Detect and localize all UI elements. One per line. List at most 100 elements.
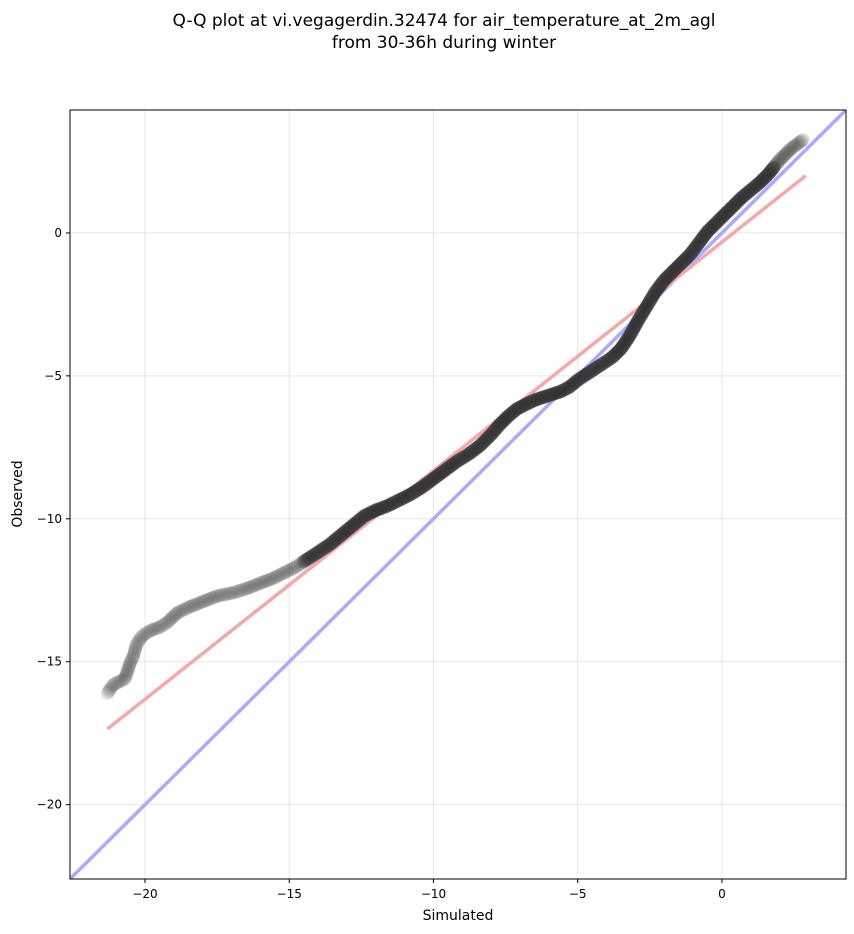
quantile-point [384, 496, 399, 511]
quantile-point [275, 566, 289, 581]
quantile-point [555, 383, 569, 398]
quantile-point [156, 617, 171, 632]
quantile-point [169, 606, 184, 620]
quantile-point [536, 390, 550, 405]
chart-title-line-2: from 30-36h during winter [332, 33, 556, 53]
quantile-point [368, 503, 383, 518]
quantile-point [222, 586, 237, 601]
quantile-point [102, 683, 117, 698]
quantile-point [624, 326, 639, 340]
quantile-point [583, 364, 598, 379]
quantile-point [576, 369, 591, 384]
quantile-point [195, 594, 210, 609]
quantile-point [742, 184, 757, 199]
quantile-point [142, 624, 157, 639]
quantile-point [753, 174, 768, 189]
quantile-point [712, 212, 727, 227]
quantile-point [604, 351, 618, 366]
quantile-point [464, 444, 479, 459]
quantile-point [779, 146, 794, 161]
quantile-point [758, 170, 772, 185]
quantile-point [363, 506, 377, 520]
quantile-point [540, 388, 555, 403]
quantile-point [351, 514, 366, 528]
quantile-point [702, 222, 717, 237]
quantile-point [770, 155, 785, 170]
quantile-point [739, 187, 753, 202]
quantile-point [633, 310, 647, 325]
quantile-point [332, 529, 347, 544]
quantile-point [605, 350, 620, 365]
quantile-point [497, 413, 512, 428]
quantile-point [440, 461, 455, 476]
x-tick-label: −15 [277, 887, 302, 901]
quantile-point [216, 587, 231, 602]
quantile-point [488, 422, 503, 437]
quantile-point [549, 386, 563, 400]
quantile-point [794, 134, 809, 149]
quantile-point [143, 623, 158, 638]
quantile-point [145, 622, 160, 637]
quantile-point [617, 336, 632, 351]
plot-frame [69, 109, 847, 880]
quantile-point [374, 501, 389, 516]
quantile-point [162, 613, 177, 628]
quantile-point [693, 233, 708, 248]
quantile-point [367, 503, 382, 518]
quantile-point [227, 585, 242, 600]
quantile-point [404, 486, 419, 501]
quantile-point [655, 275, 670, 290]
quantile-point [399, 489, 414, 504]
quantile-point [627, 320, 642, 335]
quantile-point [473, 437, 488, 452]
quantile-point [634, 308, 648, 323]
quantile-point [631, 313, 646, 328]
quantile-point [569, 374, 584, 389]
quantile-point [120, 663, 135, 678]
quantile-point [593, 357, 608, 372]
quantile-point [318, 540, 333, 555]
quantile-point [598, 355, 612, 369]
quantile-point [663, 266, 678, 281]
quantile-point [412, 482, 427, 497]
quantile-point [741, 185, 756, 200]
quantile-point [103, 682, 118, 696]
quantile-point [769, 156, 784, 171]
quantile-point [341, 522, 356, 537]
quantile-point [498, 412, 513, 427]
quantile-point [586, 362, 601, 377]
quantile-point [330, 531, 344, 546]
quantile-point [578, 368, 592, 383]
quantile-point [257, 574, 272, 589]
quantile-point [302, 551, 317, 565]
quantile-point [748, 179, 763, 193]
quantile-point [763, 164, 777, 179]
quantile-point [432, 467, 447, 481]
quantile-point [782, 143, 796, 158]
quantile-point [711, 213, 726, 228]
quantile-point [463, 445, 478, 460]
quantile-point [649, 283, 664, 298]
quantile-point [699, 225, 714, 240]
quantile-point [520, 396, 535, 411]
quantile-point [478, 433, 493, 448]
quantile-point [260, 573, 275, 588]
y-tick-label: −20 [37, 798, 62, 812]
quantile-point [737, 188, 752, 203]
quantile-point [510, 401, 524, 416]
quantile-point [629, 316, 644, 330]
quantile-point [314, 543, 328, 558]
quantile-point [123, 656, 138, 671]
quantile-point [285, 561, 300, 576]
quantile-point [726, 198, 741, 213]
quantile-point [326, 534, 341, 549]
quantile-point [705, 220, 719, 235]
quantile-point [282, 563, 297, 578]
quantile-point [659, 271, 674, 285]
quantile-point [682, 248, 696, 263]
quantile-point [534, 390, 549, 405]
quantile-point [492, 417, 507, 432]
quantile-point [730, 194, 745, 209]
quantile-point [625, 324, 639, 339]
quantile-point [166, 609, 181, 624]
